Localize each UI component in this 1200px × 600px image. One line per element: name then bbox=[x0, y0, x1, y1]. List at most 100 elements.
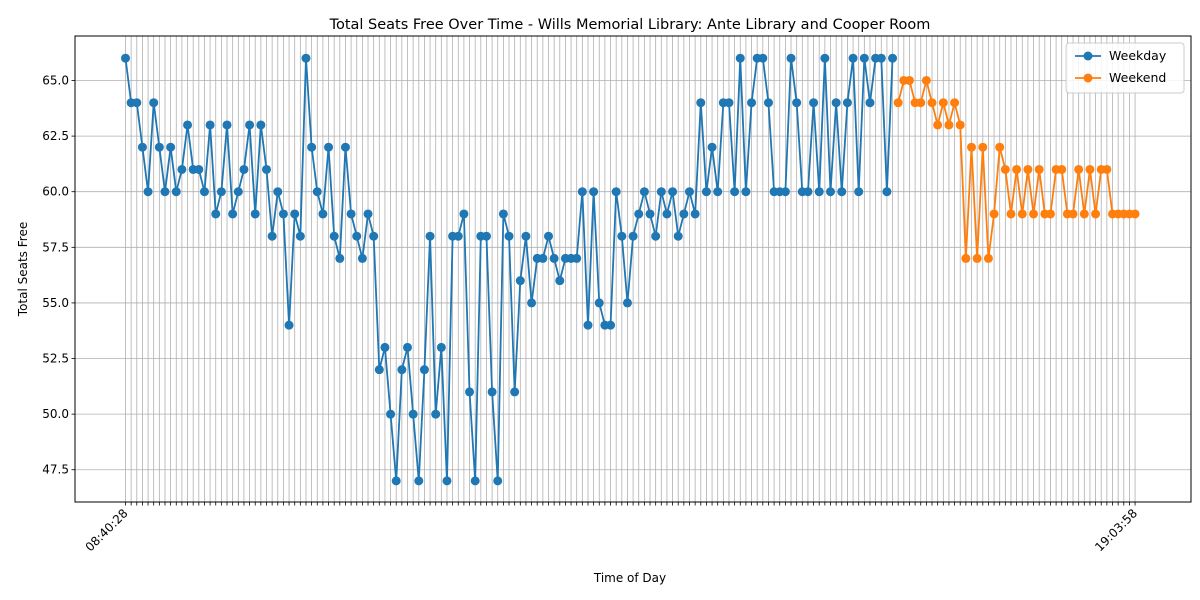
data-point-weekday bbox=[493, 476, 503, 486]
data-point-weekday bbox=[549, 253, 559, 263]
data-point-weekend bbox=[978, 142, 988, 152]
data-point-weekday bbox=[262, 164, 271, 174]
data-point-weekend bbox=[1091, 209, 1101, 219]
data-point-weekday bbox=[673, 231, 683, 241]
data-point-weekend bbox=[1017, 209, 1027, 219]
data-point-weekday bbox=[656, 187, 666, 197]
data-point-weekend bbox=[1006, 209, 1016, 219]
chart-title: Total Seats Free Over Time - Wills Memor… bbox=[329, 17, 931, 33]
data-point-weekday bbox=[357, 253, 367, 263]
data-point-weekday bbox=[414, 476, 424, 486]
data-point-weekend bbox=[961, 253, 971, 263]
data-point-weekend bbox=[1074, 164, 1084, 174]
data-point-weekday bbox=[882, 187, 892, 197]
data-point-weekday bbox=[177, 164, 187, 174]
data-point-weekday bbox=[730, 187, 740, 197]
x-axis-label: Time of Day bbox=[593, 571, 666, 585]
y-tick-label: 55.0 bbox=[42, 296, 69, 310]
data-point-weekday bbox=[132, 98, 142, 108]
data-point-weekday bbox=[256, 120, 266, 130]
data-point-weekday bbox=[324, 142, 334, 152]
y-tick-label: 47.5 bbox=[42, 463, 69, 477]
data-point-weekday bbox=[284, 320, 294, 330]
data-point-weekday bbox=[780, 187, 790, 197]
data-point-weekday bbox=[622, 298, 632, 308]
data-point-weekday bbox=[876, 53, 886, 63]
data-point-weekday bbox=[814, 187, 824, 197]
data-point-weekend bbox=[1000, 164, 1010, 174]
y-axis-label: Total Seats Free bbox=[16, 222, 30, 317]
data-point-weekday bbox=[352, 231, 362, 241]
data-point-weekday bbox=[408, 409, 418, 419]
data-point-weekday bbox=[831, 98, 841, 108]
data-point-weekend bbox=[938, 98, 948, 108]
data-point-weekday bbox=[583, 320, 593, 330]
data-point-weekday bbox=[589, 187, 599, 197]
data-point-weekend bbox=[1130, 209, 1140, 219]
data-point-weekday bbox=[713, 187, 723, 197]
data-point-weekend bbox=[989, 209, 999, 219]
data-point-weekday bbox=[166, 142, 176, 152]
data-point-weekday bbox=[758, 53, 768, 63]
data-point-weekday bbox=[391, 476, 401, 486]
data-point-weekday bbox=[707, 142, 717, 152]
y-tick-label: 65.0 bbox=[42, 73, 69, 87]
data-point-weekday bbox=[741, 187, 751, 197]
legend-weekend-marker bbox=[1083, 73, 1093, 83]
data-point-weekday bbox=[318, 209, 328, 219]
y-axis: 47.5 50.0 52.5 55.0 57.5 60.0 62.5 65.0 bbox=[42, 73, 75, 477]
data-point-weekday bbox=[820, 53, 830, 63]
data-point-weekday bbox=[295, 231, 305, 241]
data-point-weekday bbox=[724, 98, 734, 108]
data-point-weekday bbox=[696, 98, 706, 108]
data-point-weekday bbox=[374, 365, 384, 375]
data-point-weekday bbox=[651, 231, 661, 241]
grid bbox=[75, 36, 1191, 502]
data-point-weekday bbox=[216, 187, 226, 197]
data-point-weekday bbox=[555, 276, 565, 286]
data-point-weekday bbox=[504, 231, 514, 241]
data-point-weekday bbox=[403, 342, 412, 352]
data-point-weekday bbox=[205, 120, 215, 130]
data-point-weekday bbox=[199, 187, 209, 197]
data-point-weekday bbox=[792, 98, 802, 108]
data-point-weekday bbox=[183, 120, 193, 130]
data-point-weekday bbox=[606, 320, 616, 330]
data-point-weekday bbox=[307, 142, 317, 152]
data-point-weekday bbox=[690, 209, 700, 219]
data-point-weekday bbox=[826, 187, 835, 197]
legend-weekday-marker bbox=[1083, 51, 1093, 61]
data-point-weekday bbox=[301, 53, 311, 63]
data-point-weekend bbox=[972, 253, 982, 263]
data-point-weekday bbox=[329, 231, 339, 241]
data-point-weekday bbox=[544, 231, 553, 241]
data-point-weekday bbox=[470, 476, 480, 486]
data-point-weekday bbox=[425, 231, 435, 241]
y-tick-label: 60.0 bbox=[42, 185, 69, 199]
data-point-weekday bbox=[594, 298, 604, 308]
data-point-weekend bbox=[1045, 209, 1055, 219]
data-point-weekday bbox=[859, 53, 869, 63]
data-point-weekday bbox=[245, 120, 255, 130]
data-point-weekday bbox=[685, 187, 694, 197]
data-point-weekday bbox=[527, 298, 537, 308]
data-point-weekend bbox=[1102, 164, 1112, 174]
data-point-weekday bbox=[515, 276, 525, 286]
data-point-weekday bbox=[465, 387, 475, 397]
data-point-weekday bbox=[803, 187, 813, 197]
data-point-weekday bbox=[380, 342, 390, 352]
data-point-weekend bbox=[1034, 164, 1044, 174]
data-point-weekday bbox=[363, 209, 373, 219]
data-point-weekday bbox=[273, 187, 283, 197]
legend: Weekday Weekend bbox=[1065, 42, 1185, 94]
data-point-weekday bbox=[250, 209, 260, 219]
data-point-weekday bbox=[628, 231, 638, 241]
data-point-weekday bbox=[149, 98, 159, 108]
data-point-weekday bbox=[453, 231, 463, 241]
data-point-weekend bbox=[1023, 164, 1033, 174]
data-point-weekday bbox=[498, 209, 508, 219]
data-point-weekday bbox=[668, 187, 678, 197]
data-point-weekday bbox=[369, 231, 379, 241]
data-point-weekday bbox=[267, 231, 277, 241]
data-point-weekend bbox=[983, 253, 993, 263]
